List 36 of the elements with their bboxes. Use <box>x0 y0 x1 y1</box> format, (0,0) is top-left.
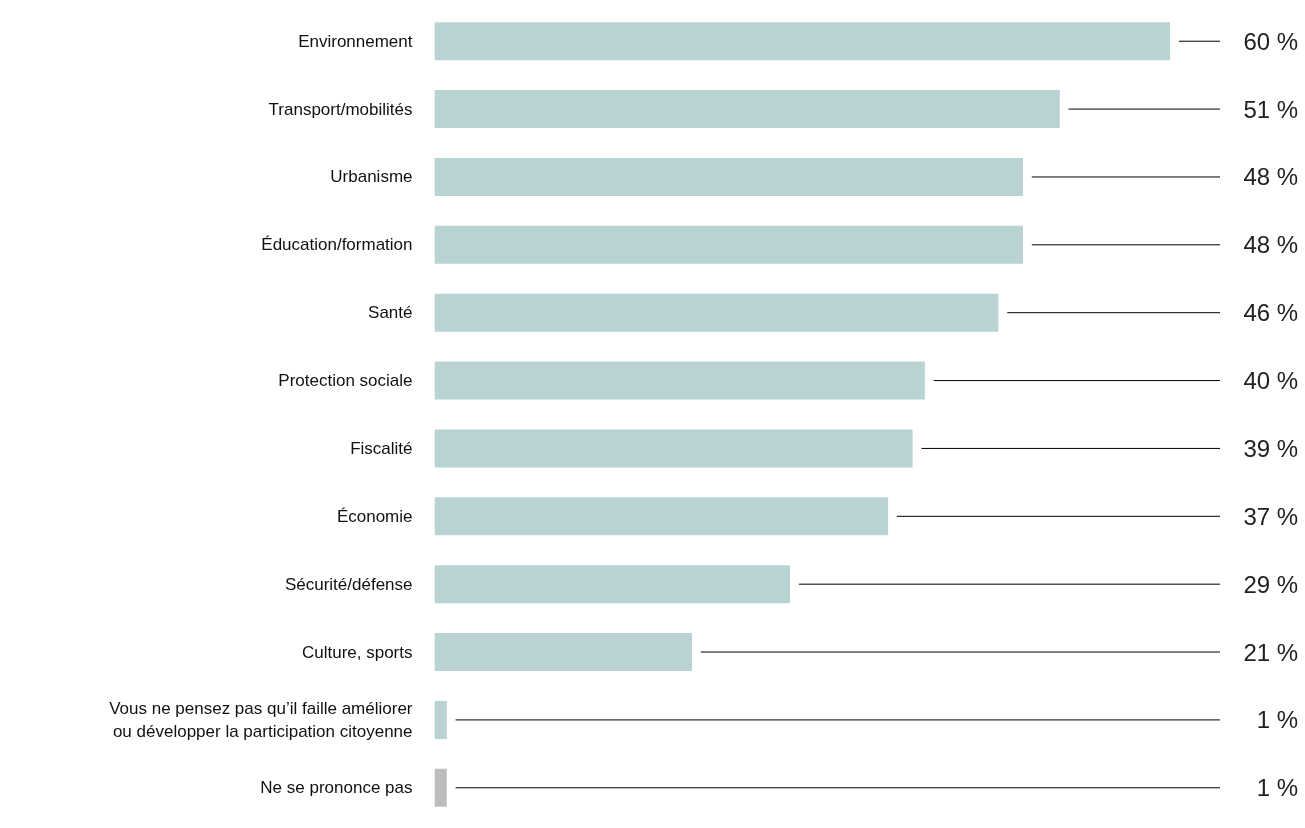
data-label: 37 % <box>1243 502 1299 530</box>
y-tick-label: Sécurité/défense <box>284 574 413 594</box>
y-tick-label: Économie <box>336 506 413 526</box>
data-label: 60 % <box>1243 27 1299 55</box>
data-label: 51 % <box>1243 95 1299 123</box>
bar <box>434 22 1171 61</box>
y-tick-label: Culture, sports <box>301 642 413 662</box>
y-tick-label: Santé <box>368 303 413 323</box>
y-tick-label: Fiscalité <box>350 438 413 458</box>
data-label: 1 % <box>1256 706 1299 734</box>
data-label: 1 % <box>1256 774 1299 802</box>
bar <box>434 157 1023 196</box>
bar <box>434 700 447 739</box>
bar <box>434 429 913 468</box>
bar <box>434 361 925 400</box>
bar <box>434 565 791 604</box>
bar <box>434 90 1060 129</box>
bar <box>434 293 999 332</box>
bar <box>434 497 889 536</box>
y-tick-label: Environnement <box>298 31 413 51</box>
data-label: 46 % <box>1243 299 1299 327</box>
y-tick-label: Ne se prononce pas <box>260 778 413 798</box>
y-tick-label: Urbanisme <box>330 167 413 187</box>
y-tick-label: Protection sociale <box>278 371 413 391</box>
bar <box>434 768 447 807</box>
bar <box>434 225 1023 264</box>
y-tick-label: Transport/mobilités <box>268 99 413 119</box>
y-tick-label: Éducation/formation <box>261 235 413 255</box>
data-label: 48 % <box>1243 231 1299 259</box>
y-tick-label: Vous ne pensez pas qu’il faille améliorer ou développer la participation citoyenne <box>109 699 413 741</box>
data-label: 48 % <box>1243 163 1299 191</box>
bar <box>434 633 692 672</box>
data-label: 21 % <box>1243 638 1299 666</box>
data-label: 39 % <box>1243 434 1299 462</box>
data-label: 40 % <box>1243 367 1299 395</box>
data-label: 29 % <box>1243 570 1299 598</box>
